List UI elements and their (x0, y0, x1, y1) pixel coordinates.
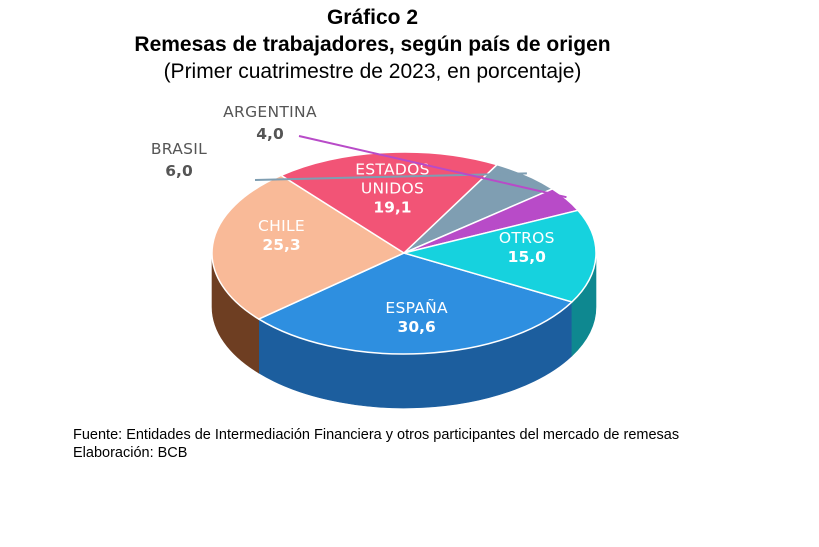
slice-value-estados-unidos: 19,1 (373, 199, 411, 217)
slice-value-brasil: 6,0 (165, 162, 193, 180)
slice-value-argentina: 4,0 (256, 125, 284, 143)
pie-slice-españa (257, 252, 573, 355)
slice-label-argentina: ARGENTINA (223, 103, 317, 121)
chart-title: Gráfico 2 (326, 6, 419, 29)
credit-note: Elaboración: BCB (73, 445, 188, 461)
pie-top (211, 151, 597, 355)
chart-subtitle: Remesas de trabajadores, según país de o… (134, 33, 611, 56)
slice-label-otros: OTROS (499, 229, 555, 247)
pie-slice-chile (211, 174, 405, 320)
slice-label-españa: ESPAÑA (385, 298, 448, 317)
chart-note: (Primer cuatrimestre de 2023, en porcent… (163, 60, 582, 83)
slice-label-estados-unidos: UNIDOS (361, 180, 424, 198)
leader-line-argentina (298, 135, 567, 199)
slice-label-estados-unidos: ESTADOS (355, 161, 430, 179)
slice-label-chile: CHILE (258, 217, 305, 235)
slice-value-otros: 15,0 (508, 248, 546, 266)
slice-label-brasil: BRASIL (151, 140, 207, 158)
chart-footer: Fuente: Entidades de Intermediación Fina… (73, 426, 679, 462)
slice-value-españa: 30,6 (398, 318, 436, 336)
chart-titles: Gráfico 2 Remesas de trabajadores, según… (0, 4, 745, 85)
leader-line-brasil (254, 172, 527, 181)
source-note: Fuente: Entidades de Intermediación Fina… (73, 427, 680, 443)
pie-slice-otros (403, 209, 597, 303)
slice-value-chile: 25,3 (262, 236, 300, 254)
